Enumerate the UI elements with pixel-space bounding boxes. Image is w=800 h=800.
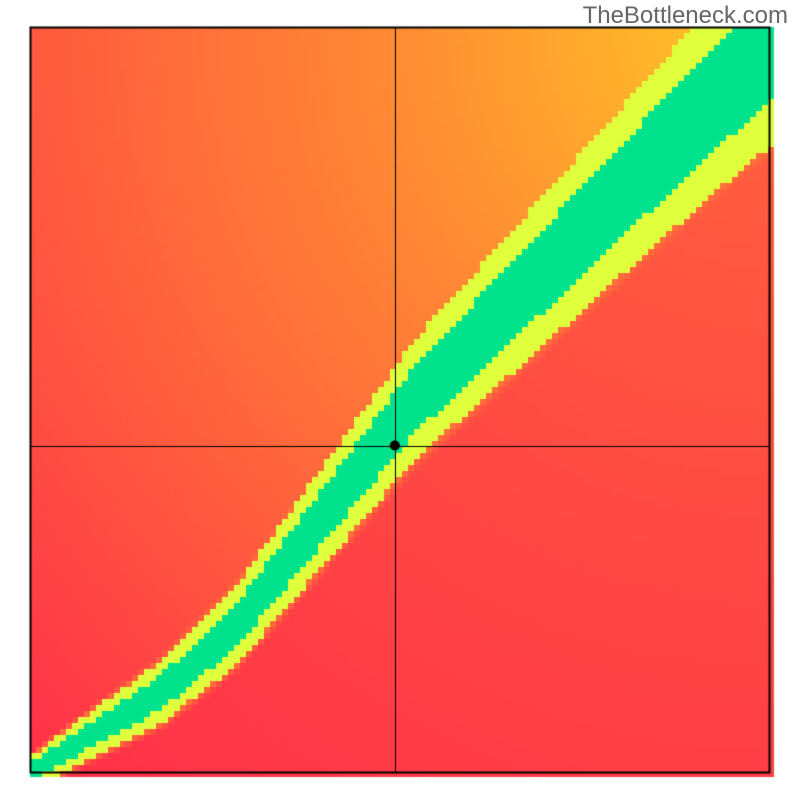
bottleneck-heatmap xyxy=(0,0,800,800)
watermark-text: TheBottleneck.com xyxy=(583,2,788,30)
chart-container: TheBottleneck.com xyxy=(0,0,800,800)
